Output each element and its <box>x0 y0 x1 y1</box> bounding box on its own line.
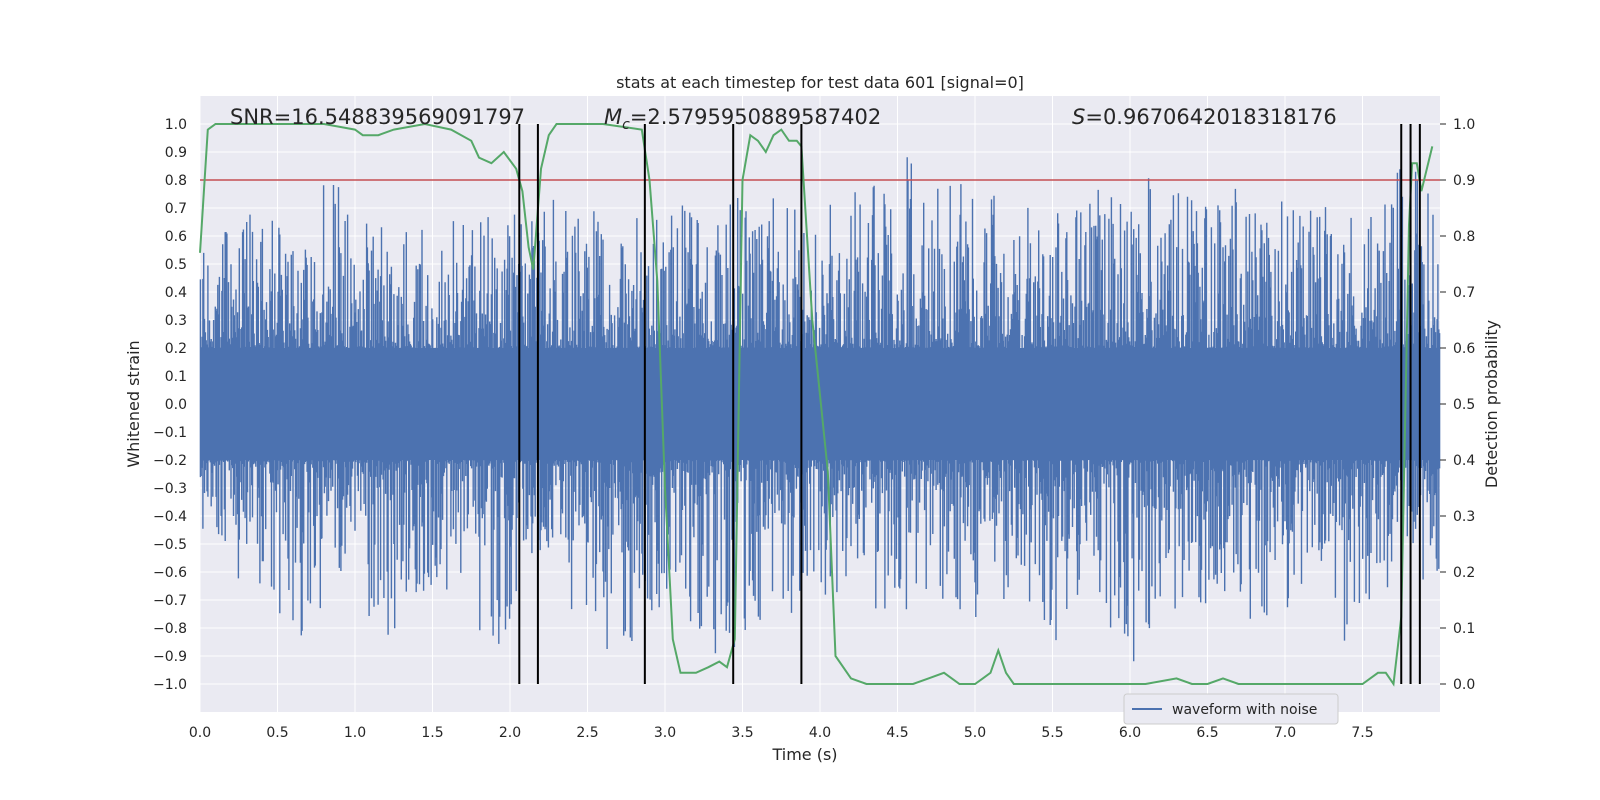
y2-tick-label: 0.0 <box>1453 677 1475 693</box>
waveform-series <box>199 157 1441 662</box>
x-tick-label: 1.0 <box>344 725 366 741</box>
y2-tick-label: 0.1 <box>1453 621 1475 637</box>
y-tick-label: 0.9 <box>165 145 187 161</box>
snr-annotation: SNR=16.548839569091797 <box>230 105 525 129</box>
waveform-trace <box>199 157 1441 662</box>
x-tick-label: 1.5 <box>421 725 443 741</box>
chirp-mass-subscript: c <box>622 117 630 133</box>
x-tick-label: 0.0 <box>189 725 211 741</box>
x-axis-ticks: 0.0 0.5 1.0 1.5 2.0 2.5 3.0 3.5 4.0 4.5 5.0 5.5 6.0 6… <box>189 725 1374 741</box>
x-tick-label: 2.0 <box>499 725 521 741</box>
chirp-mass-value: =2.5795950889587402 <box>630 105 881 129</box>
x-tick-label: 3.0 <box>654 725 676 741</box>
x-tick-label: 2.5 <box>576 725 598 741</box>
y-tick-label: −0.7 <box>153 593 187 609</box>
x-tick-label: 7.5 <box>1351 725 1373 741</box>
y-tick-label: 0.1 <box>165 369 187 385</box>
y-tick-label: 0.0 <box>165 397 187 413</box>
y-tick-label: 0.4 <box>165 285 187 301</box>
x-tick-label: 6.0 <box>1119 725 1141 741</box>
y2-tick-label: 0.8 <box>1453 229 1475 245</box>
legend: waveform with noise <box>1123 693 1339 725</box>
y2-tick-label: 0.5 <box>1453 397 1475 413</box>
y2-tick-label: 0.7 <box>1453 285 1475 301</box>
y2-tick-label: 0.9 <box>1453 173 1475 189</box>
y-tick-label: −0.2 <box>153 453 187 469</box>
y2-tick-label: 0.4 <box>1453 453 1475 469</box>
x-tick-label: 6.5 <box>1196 725 1218 741</box>
y-tick-label: −0.8 <box>153 621 187 637</box>
y-tick-label: −0.6 <box>153 565 187 581</box>
legend-label: waveform with noise <box>1172 702 1317 718</box>
x-tick-label: 5.0 <box>964 725 986 741</box>
x-tick-label: 5.5 <box>1041 725 1063 741</box>
y2-axis-label: Detection probability <box>1482 320 1501 488</box>
x-tick-label: 0.5 <box>266 725 288 741</box>
y-tick-label: 0.8 <box>165 173 187 189</box>
y-axis-ticks: 1.0 0.9 0.8 0.7 0.6 0.5 0.4 0.3 0.2 0.1 0.0 −0.1 −0.… <box>153 117 187 693</box>
y2-tick-label: 0.2 <box>1453 565 1475 581</box>
y-tick-label: −0.1 <box>153 425 187 441</box>
y-tick-label: −0.4 <box>153 509 187 525</box>
x-tick-label: 4.5 <box>886 725 908 741</box>
x-tick-label: 7.0 <box>1274 725 1296 741</box>
s-symbol: S <box>1072 105 1085 129</box>
y-tick-label: 1.0 <box>165 117 187 133</box>
chirp-mass-symbol: M <box>604 105 622 129</box>
y-tick-label: −1.0 <box>153 677 187 693</box>
chirp-mass-annotation: Mc=2.5795950889587402 <box>604 105 881 133</box>
legend-box <box>1123 693 1339 725</box>
x-tick-label: 4.0 <box>809 725 831 741</box>
detection-probability-line <box>199 122 1434 687</box>
y2-tick-label: 1.0 <box>1453 117 1475 133</box>
y-tick-label: −0.9 <box>153 649 187 665</box>
y-tick-label: −0.5 <box>153 537 187 553</box>
y-tick-label: 0.7 <box>165 201 187 217</box>
y-tick-label: −0.3 <box>153 481 187 497</box>
y-tick-label: 0.6 <box>165 229 187 245</box>
s-annotation: S=0.9670642018318176 <box>1072 105 1337 129</box>
y-tick-label: 0.3 <box>165 313 187 329</box>
y-tick-label: 0.5 <box>165 257 187 273</box>
y-tick-label: 0.2 <box>165 341 187 357</box>
y2-axis-ticks: 1.0 0.9 0.8 0.7 0.6 0.5 0.4 0.3 0.2 0.1 0.0 <box>1440 117 1475 693</box>
x-axis-label: Time (s) <box>771 745 837 764</box>
chart-title: stats at each timestep for test data 601… <box>616 73 1024 92</box>
y2-tick-label: 0.6 <box>1453 341 1475 357</box>
y2-tick-label: 0.3 <box>1453 509 1475 525</box>
y-axis-label: Whitened strain <box>124 340 143 467</box>
s-value: =0.9670642018318176 <box>1085 105 1336 129</box>
x-tick-label: 3.5 <box>731 725 753 741</box>
detection-markers <box>518 124 1421 684</box>
